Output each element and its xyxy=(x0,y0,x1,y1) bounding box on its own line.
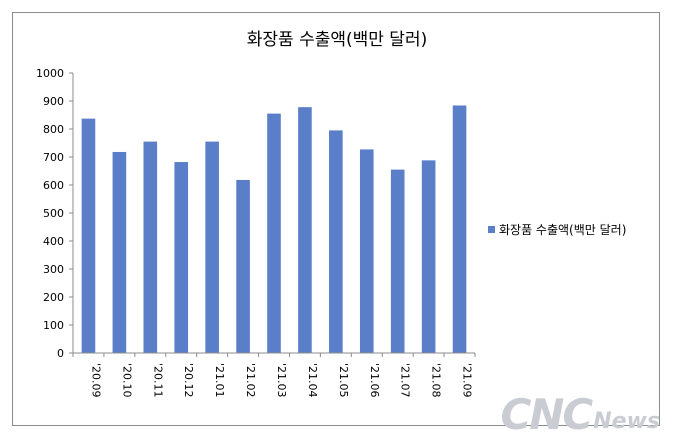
x-tick-label: '21.01 xyxy=(213,363,226,398)
x-tick-label: '21.06 xyxy=(368,363,381,398)
bar xyxy=(298,107,312,353)
x-tick-label: '21.04 xyxy=(306,363,319,398)
x-tick-label: '21.02 xyxy=(244,363,257,398)
y-tick-label: 400 xyxy=(43,235,64,248)
chart-title: 화장품 수출액(백만 달러) xyxy=(247,30,427,50)
bar xyxy=(236,179,250,353)
bar xyxy=(112,151,127,353)
legend: 화장품 수출액(백만 달러) xyxy=(488,223,626,237)
x-tick-label: '20.11 xyxy=(151,363,164,398)
bar xyxy=(205,141,219,353)
y-tick-label: 300 xyxy=(43,263,64,276)
bar xyxy=(329,130,343,353)
legend-label: 화장품 수출액(백만 달러) xyxy=(499,223,626,237)
x-tick-label: '21.09 xyxy=(461,363,474,398)
bar xyxy=(452,105,467,353)
x-tick-label: '21.03 xyxy=(275,363,288,398)
y-tick-label: 700 xyxy=(43,151,64,164)
y-tick-label: 900 xyxy=(43,95,64,108)
y-tick-label: 500 xyxy=(43,207,64,220)
y-tick-label: 1000 xyxy=(36,67,64,80)
bar xyxy=(359,149,374,353)
y-tick-label: 600 xyxy=(43,179,64,192)
y-axis-ticks: 0 100 200 300 400 500 600 700 800 900 1000 xyxy=(36,67,73,360)
x-tick-label: '20.12 xyxy=(182,363,195,398)
bar xyxy=(421,160,436,353)
x-tick-label: '20.09 xyxy=(89,363,102,398)
y-tick-label: 200 xyxy=(43,291,64,304)
x-tick-label: '21.08 xyxy=(430,363,443,398)
bar-chart: 화장품 수출액(백만 달러) 0 100 200 300 400 500 600 700 800… xyxy=(36,30,626,398)
y-tick-label: 0 xyxy=(57,347,64,360)
legend-swatch xyxy=(488,226,495,233)
chart-frame: 화장품 수출액(백만 달러) 0 100 200 300 400 500 600 700 800… xyxy=(12,12,660,426)
y-tick-label: 100 xyxy=(43,319,64,332)
bar xyxy=(390,169,405,353)
bar xyxy=(267,113,281,353)
x-tick-label: '21.05 xyxy=(337,363,350,398)
y-tick-label: 800 xyxy=(43,123,64,136)
bar xyxy=(174,162,189,353)
bar xyxy=(81,118,96,353)
x-axis-ticks: '20.09 '20.10 '20.11 '20.12 '21.01 '21.02 '21.… xyxy=(72,353,476,398)
x-tick-label: '20.10 xyxy=(120,363,133,398)
bar xyxy=(143,141,158,353)
bars xyxy=(81,105,467,353)
x-tick-label: '21.07 xyxy=(399,363,412,398)
